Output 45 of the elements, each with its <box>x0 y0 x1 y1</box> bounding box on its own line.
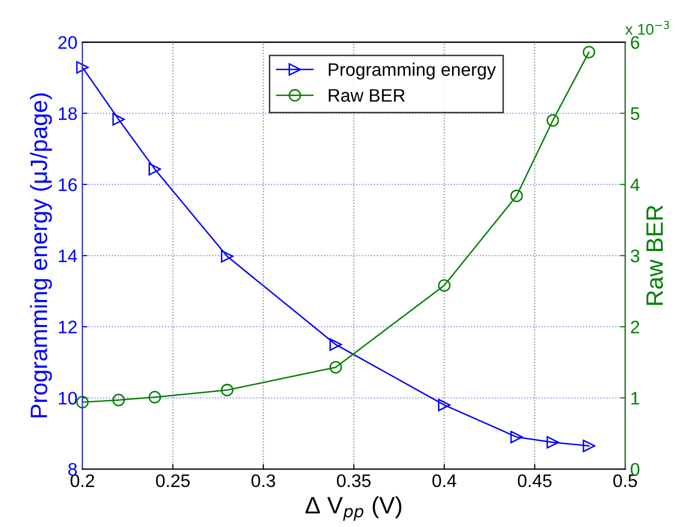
y-tick-label: 18 <box>58 107 77 120</box>
y-tick-label: 14 <box>58 250 78 262</box>
text: x 10$^{−3}$ <box>625 20 670 35</box>
y-tick-label: 10 <box>58 392 77 405</box>
point <box>438 279 451 292</box>
x-tick-label: 0.45 <box>518 474 552 488</box>
point <box>510 190 523 202</box>
point <box>76 61 89 74</box>
y-tick-label: 12 <box>58 320 77 334</box>
point <box>582 440 596 452</box>
y2-tick-label: 1 <box>631 392 640 404</box>
y2-tick-label: 6 <box>630 36 640 49</box>
x-axis-title: Δ V$_{pp}$ (V) <box>306 496 402 521</box>
point <box>112 394 125 406</box>
point <box>329 338 342 351</box>
y-tick-label: 20 <box>58 36 77 49</box>
legend-label: Raw BER <box>328 89 405 102</box>
legend-label: Programming energy <box>328 62 496 80</box>
point <box>148 390 162 404</box>
x-tick-label: 0.25 <box>156 474 190 488</box>
point <box>510 430 523 444</box>
x-tick-label: 0.4 <box>432 474 456 488</box>
point <box>220 250 234 263</box>
x-tick-label: 0.3 <box>252 474 276 488</box>
y2-tick-label: 0 <box>630 462 640 476</box>
y2-tick-label: 2 <box>630 320 640 334</box>
y-axis-title: Programming energy (μJ/page) <box>30 93 52 418</box>
y2-tick-label: 4 <box>630 178 640 191</box>
point <box>438 398 451 412</box>
point <box>546 436 560 449</box>
y2-axis-title: Raw BER <box>646 206 663 305</box>
y2-tick-label: 5 <box>630 107 640 120</box>
x-tick-label: 0.35 <box>336 474 371 488</box>
point <box>329 361 342 374</box>
x-tick-label: 0.5 <box>613 474 637 488</box>
x-tick-label: 0.2 <box>70 474 94 488</box>
point <box>220 384 234 396</box>
point <box>148 162 162 176</box>
point <box>76 396 89 408</box>
y2-tick-label: 3 <box>630 250 640 262</box>
y-tick-label: 8 <box>68 462 77 476</box>
y-tick-label: 16 <box>58 178 77 192</box>
point <box>582 46 596 58</box>
point <box>112 113 125 126</box>
point <box>546 114 560 127</box>
